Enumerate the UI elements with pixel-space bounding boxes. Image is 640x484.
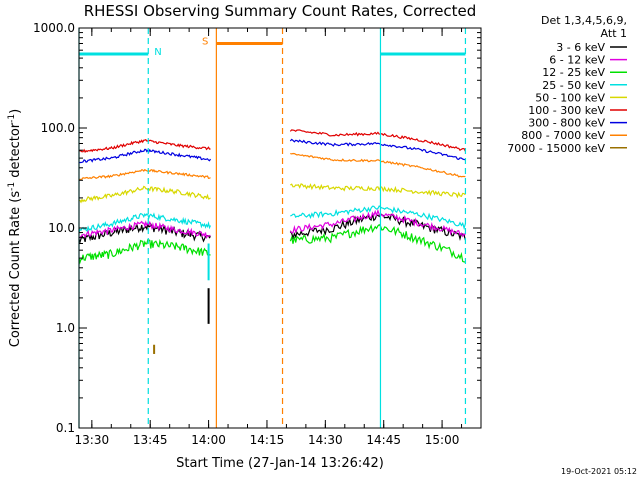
x-tick-label-3: 14:15 — [250, 433, 285, 447]
series-line-2-segment-0 — [78, 238, 211, 265]
legend-entry-label-4: 50 - 100 keV — [535, 91, 605, 104]
legend-entry-label-7: 800 - 7000 keV — [521, 129, 605, 142]
x-tick-label-0: 13:30 — [75, 433, 110, 447]
series-line-5-segment-1 — [289, 129, 466, 152]
series-line-2-segment-1 — [289, 223, 466, 263]
flag-label-2: S — [202, 36, 208, 47]
y-tick-label-0: 0.1 — [56, 421, 75, 435]
series-line-1-segment-0 — [78, 220, 211, 240]
y-tick-label-2: 10.0 — [48, 221, 75, 235]
legend-entry-label-8: 7000 - 15000 keV — [507, 142, 605, 155]
y-axis-label: Corrected Count Rate (s-1 detector-1) — [7, 109, 23, 347]
legend-header-line1: Det 1,3,4,5,6,9, — [541, 14, 627, 27]
series-line-6-segment-1 — [289, 138, 466, 161]
series-line-7-segment-0 — [78, 168, 211, 181]
legend-entry-label-5: 100 - 300 keV — [528, 104, 605, 117]
y-tick-label-4: 1000.0 — [33, 21, 75, 35]
chart-title: RHESSI Observing Summary Count Rates, Co… — [84, 2, 477, 20]
x-axis-label: Start Time (27-Jan-14 13:26:42) — [176, 456, 384, 471]
series-line-4-segment-1 — [290, 183, 466, 199]
footer-timestamp: 19-Oct-2021 05:12 — [561, 467, 637, 476]
series-line-4-segment-0 — [79, 185, 211, 204]
x-tick-label-1: 13:45 — [133, 433, 168, 447]
legend-entry-label-1: 6 - 12 keV — [549, 54, 605, 67]
series-line-7-segment-1 — [290, 152, 466, 178]
x-tick-label-2: 14:00 — [191, 433, 226, 447]
series-line-1-segment-1 — [289, 208, 466, 238]
x-tick-label-4: 14:30 — [308, 433, 343, 447]
series-line-5-segment-0 — [78, 138, 211, 154]
y-tick-label-3: 100.0 — [41, 121, 75, 135]
legend-entry-label-6: 300 - 800 keV — [528, 117, 605, 130]
flag-label-0: N — [154, 47, 161, 58]
legend-header-line2: Att 1 — [601, 27, 627, 40]
legend-entry-label-0: 3 - 6 keV — [556, 41, 605, 54]
series-line-3-segment-1 — [290, 205, 466, 231]
x-tick-label-5: 14:45 — [366, 433, 401, 447]
series-line-3-segment-0 — [78, 212, 212, 233]
series-line-6-segment-0 — [78, 148, 212, 164]
x-tick-label-6: 15:00 — [425, 433, 460, 447]
legend-entry-label-2: 12 - 25 keV — [542, 66, 605, 79]
legend-entry-label-3: 25 - 50 keV — [542, 79, 605, 92]
y-tick-label-1: 1.0 — [56, 321, 75, 335]
